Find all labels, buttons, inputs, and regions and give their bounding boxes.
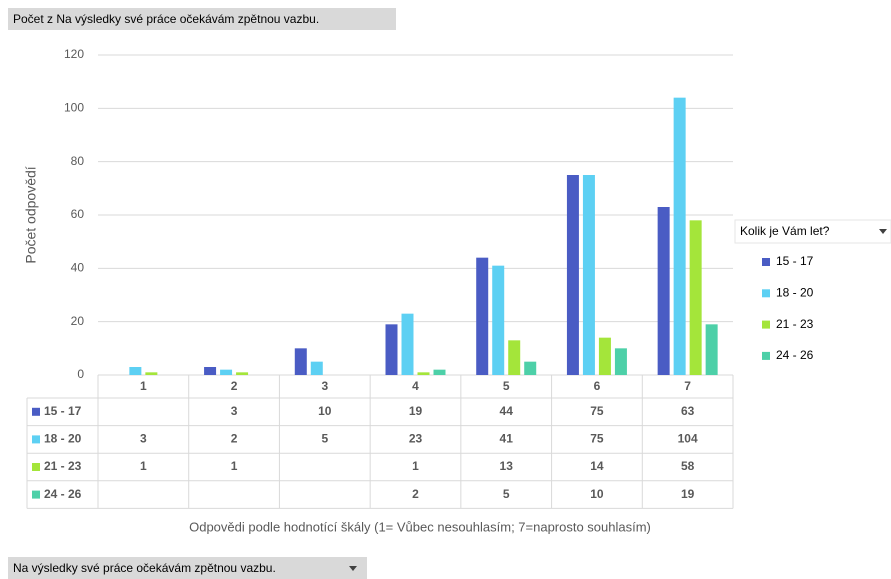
legend-key bbox=[32, 407, 40, 416]
table-cell: 10 bbox=[590, 487, 604, 501]
table-cell: 1 bbox=[412, 459, 419, 473]
legend-label: 15 - 17 bbox=[776, 254, 814, 268]
y-tick-label: 0 bbox=[77, 367, 84, 381]
table-cell: 3 bbox=[231, 404, 238, 418]
table-cell: 5 bbox=[321, 432, 328, 446]
bar bbox=[417, 372, 430, 375]
table-cell: 75 bbox=[590, 404, 604, 418]
table-cell: 104 bbox=[678, 432, 698, 446]
bar bbox=[476, 257, 489, 375]
table-cell: 19 bbox=[681, 487, 695, 501]
table-cell: 19 bbox=[409, 404, 423, 418]
table-cell: 1 bbox=[140, 459, 147, 473]
table-cell: 10 bbox=[318, 404, 332, 418]
table-cell: 41 bbox=[500, 432, 514, 446]
bar bbox=[705, 324, 718, 375]
y-tick-label: 120 bbox=[64, 47, 84, 61]
table-cell: 5 bbox=[503, 487, 510, 501]
bar bbox=[673, 97, 686, 376]
bar bbox=[614, 348, 627, 375]
legend-label: 21 - 23 bbox=[776, 317, 814, 331]
x-axis-label: Odpovědi podle hodnotící škály (1= Vůbec… bbox=[189, 519, 651, 534]
bar bbox=[508, 340, 521, 375]
bar bbox=[657, 207, 670, 375]
bar bbox=[524, 361, 537, 375]
bar bbox=[385, 324, 398, 375]
bar bbox=[220, 369, 233, 375]
table-row-header: 18 - 20 bbox=[44, 432, 82, 446]
x-tick-label: 5 bbox=[503, 379, 510, 393]
y-axis-label: Počet odpovědí bbox=[23, 166, 39, 263]
x-tick-label: 6 bbox=[594, 379, 601, 393]
legend-label: 18 - 20 bbox=[776, 285, 814, 299]
bar bbox=[204, 367, 217, 375]
table-cell: 2 bbox=[412, 487, 419, 501]
y-tick-label: 100 bbox=[64, 101, 84, 115]
table-cell: 14 bbox=[590, 459, 604, 473]
bar bbox=[689, 220, 702, 375]
legend-key bbox=[762, 351, 770, 360]
legend-key bbox=[32, 490, 40, 499]
bar bbox=[310, 361, 323, 375]
y-tick-label: 20 bbox=[71, 314, 85, 328]
chart-title: Počet z Na výsledky své práce očekávám z… bbox=[13, 12, 319, 26]
x-tick-label: 7 bbox=[684, 379, 691, 393]
table-cell: 58 bbox=[681, 459, 695, 473]
legend-key bbox=[32, 435, 40, 444]
bar bbox=[145, 372, 158, 375]
table-cell: 63 bbox=[681, 404, 695, 418]
x-tick-label: 1 bbox=[140, 379, 147, 393]
table-row-header: 21 - 23 bbox=[44, 459, 82, 473]
legend-label: 24 - 26 bbox=[776, 348, 814, 362]
dropdown-arrow[interactable] bbox=[349, 566, 357, 571]
legend-key bbox=[762, 258, 770, 266]
bar bbox=[492, 265, 505, 375]
legend-title: Kolik je Vám let? bbox=[740, 224, 830, 238]
bar bbox=[129, 367, 142, 375]
table-cell: 1 bbox=[231, 459, 238, 473]
bar bbox=[401, 313, 414, 375]
bar bbox=[582, 175, 595, 375]
bar bbox=[566, 175, 579, 375]
legend-key bbox=[762, 320, 770, 329]
x-tick-label: 2 bbox=[231, 379, 238, 393]
x-tick-label: 3 bbox=[321, 379, 328, 393]
filter-button[interactable] bbox=[8, 557, 367, 579]
table-cell: 23 bbox=[409, 432, 423, 446]
legend-key bbox=[762, 289, 770, 298]
bar bbox=[236, 372, 249, 375]
table-row-header: 15 - 17 bbox=[44, 404, 82, 418]
y-tick-label: 40 bbox=[71, 261, 85, 275]
table-cell: 13 bbox=[500, 459, 514, 473]
bar bbox=[433, 369, 446, 375]
legend-title-button[interactable] bbox=[734, 219, 891, 244]
y-tick-label: 60 bbox=[71, 207, 85, 221]
table-cell: 3 bbox=[140, 432, 147, 446]
title-button bbox=[8, 8, 396, 30]
legend-key bbox=[32, 463, 40, 471]
bar bbox=[294, 348, 307, 375]
table-cell: 75 bbox=[590, 432, 604, 446]
table-cell: 2 bbox=[231, 432, 238, 446]
x-tick-label: 4 bbox=[412, 379, 419, 393]
dropdown-arrow[interactable] bbox=[879, 229, 887, 234]
table-cell: 44 bbox=[500, 404, 514, 418]
table-row-header: 24 - 26 bbox=[44, 487, 82, 501]
bar bbox=[598, 337, 611, 375]
y-tick-label: 80 bbox=[71, 154, 85, 168]
filter-label: Na výsledky své práce očekávám zpětnou v… bbox=[13, 561, 276, 575]
